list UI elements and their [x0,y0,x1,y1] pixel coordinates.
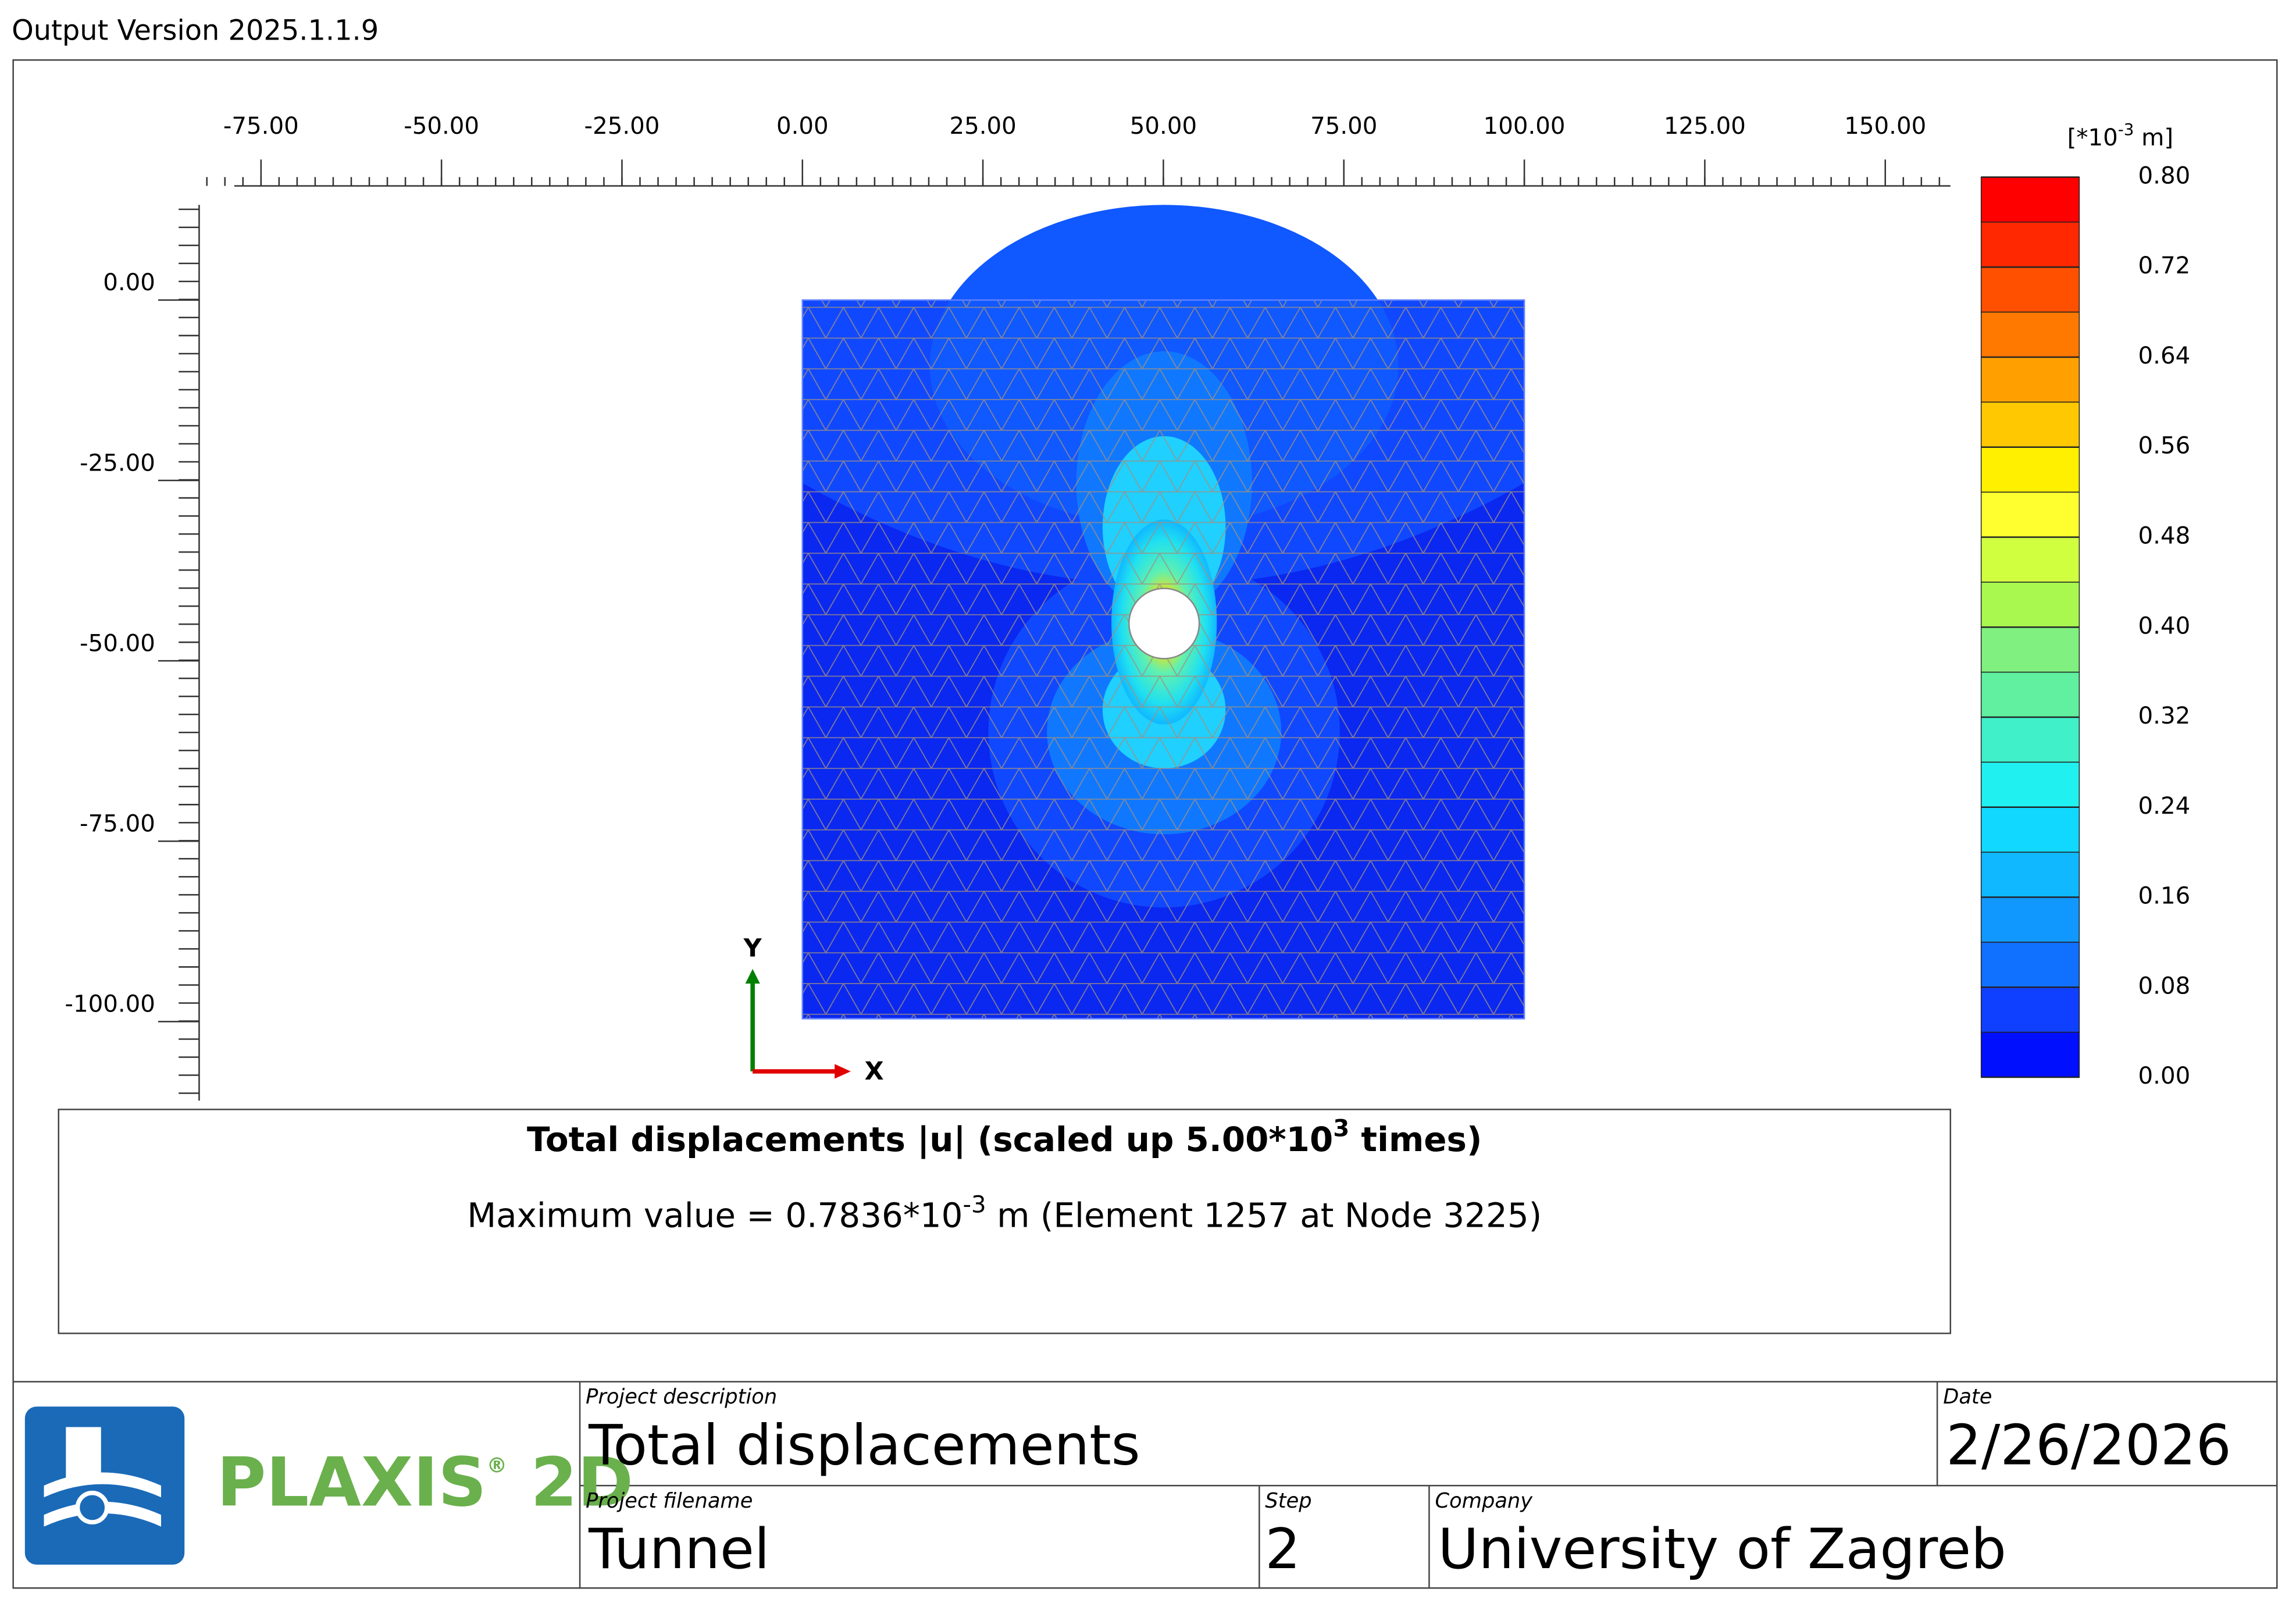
y-tick-label: -100.00 [65,991,155,1018]
caption-max: Maximum value = 0.7836*10-3 m (Element 1… [467,1191,1542,1235]
legend-band [1980,671,2080,718]
legend-label: 0.64 [2138,343,2191,369]
legend-label: 0.16 [2138,883,2191,910]
x-tick-label: 75.00 [1310,113,1377,140]
legend-band [1980,986,2080,1033]
x-tick-label: -50.00 [404,113,479,140]
legend-band [1980,1031,2080,1078]
axis-y-label: Y [743,934,762,963]
legend-band [1980,807,2080,853]
label: Company [1435,1489,1533,1513]
legend-band [1980,717,2080,763]
legend-band [1980,626,2080,673]
value: Tunnel [588,1516,769,1581]
caption-box [58,1109,1952,1334]
label: Step [1265,1489,1311,1513]
x-tick-label: 150.00 [1844,113,1926,140]
contour-plot [801,205,1525,1020]
version: Output Version 2025.1.1.9 [12,15,379,47]
legend-label: 0.24 [2138,793,2191,820]
legend-band [1980,266,2080,313]
legend-band [1980,446,2080,493]
legend-band [1980,176,2080,223]
legend-label: 0.56 [2138,433,2191,460]
axis-x-label: X [865,1057,884,1086]
legend-band [1980,942,2080,988]
value: University of Zagreb [1438,1516,2006,1581]
legend-label: 0.48 [2138,523,2191,550]
logo-icon [24,1406,185,1565]
value: 2/26/2026 [1946,1413,2231,1478]
x-tick-label: 25.00 [949,113,1016,140]
legend-band [1980,222,2080,268]
legend-band [1980,582,2080,628]
y-tick-label: -25.00 [80,450,155,476]
logo-text: PLAXIS® 2D [217,1444,633,1522]
y-tick-label: 0.00 [103,269,155,296]
legend-label: 0.32 [2138,703,2191,729]
x-tick-label: 125.00 [1664,113,1746,140]
axis-triad: Y X [743,934,884,1086]
legend-label: 0.00 [2138,1063,2191,1089]
x-tick-label: 100.00 [1484,113,1566,140]
legend-band [1980,852,2080,898]
x-tick-label: -25.00 [584,113,660,140]
legend-band [1980,401,2080,448]
legend-label: 0.72 [2138,252,2191,279]
legend-band [1980,357,2080,403]
x-tick-label: -75.00 [223,113,299,140]
legend-band [1980,896,2080,943]
caption-title: Total displacements |u| (scaled up 5.00*… [527,1116,1482,1159]
y-tick-label: -50.00 [80,630,155,657]
label: Project filename [586,1489,753,1513]
legend-band [1980,491,2080,538]
label: Project description [586,1385,777,1409]
x-tick-label: 0.00 [776,113,829,140]
x-tick-label: 50.00 [1130,113,1197,140]
legend-band [1980,536,2080,583]
label: Date [1943,1385,1992,1409]
legend-label: 0.40 [2138,612,2191,639]
legend-band [1980,761,2080,808]
value: 2 [1265,1516,1300,1581]
legend-label: 0.08 [2138,973,2191,999]
legend-label: 0.80 [2138,162,2191,189]
legend-unit: [*10-3 m] [2067,120,2173,151]
value: Total displacements [588,1413,1140,1478]
frame [12,59,2278,1589]
y-tick-label: -75.00 [80,811,155,838]
legend-band [1980,311,2080,358]
title-block [13,1381,2277,1588]
